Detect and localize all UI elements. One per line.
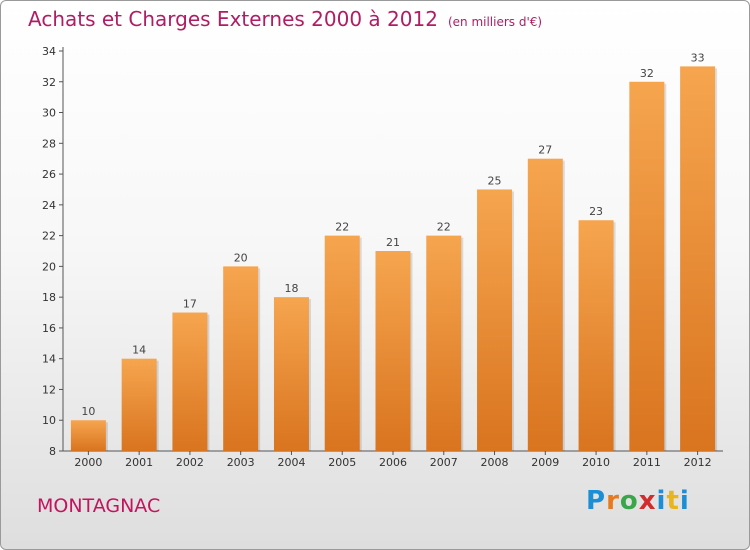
data-label: 22 <box>437 221 451 234</box>
x-tick-label: 2004 <box>277 456 305 469</box>
data-label: 27 <box>538 144 552 157</box>
bar <box>477 189 513 451</box>
x-tick-label: 2011 <box>633 456 661 469</box>
y-tick-label: 34 <box>42 45 56 58</box>
y-tick-label: 12 <box>42 383 56 396</box>
y-tick-label: 16 <box>42 322 56 335</box>
data-label: 21 <box>386 236 400 249</box>
y-tick-label: 10 <box>42 414 56 427</box>
logo-letter: o <box>619 486 639 516</box>
logo-letter: x <box>638 486 657 516</box>
bar <box>426 235 462 451</box>
bar <box>70 420 106 451</box>
y-tick-label: 32 <box>42 76 56 89</box>
x-tick-label: 2007 <box>430 456 458 469</box>
y-tick-label: 22 <box>42 230 56 243</box>
proxiti-logo: Proxiti <box>586 486 690 516</box>
city-name: MONTAGNAC <box>37 495 161 517</box>
bar <box>578 220 614 451</box>
x-tick-label: 2005 <box>328 456 356 469</box>
data-label: 17 <box>183 298 197 311</box>
chart-title-text: Achats et Charges Externes 2000 à 2012 <box>28 7 438 31</box>
bar <box>629 81 665 452</box>
bar <box>324 235 360 451</box>
bars <box>70 66 718 452</box>
bar <box>223 266 259 451</box>
x-tick-label: 2001 <box>125 456 153 469</box>
logo-letter: t <box>666 486 680 516</box>
bar <box>121 358 157 451</box>
x-axis: 2000 2001 2002 2003 2004 2005 2006 2007 2008 2009… <box>63 450 723 469</box>
x-tick-label: 2003 <box>227 456 255 469</box>
logo-letter: P <box>586 486 607 516</box>
bar <box>680 66 716 451</box>
y-tick-label: 14 <box>42 353 56 366</box>
data-label: 18 <box>284 282 298 295</box>
data-labels: 10 14 17 20 18 22 21 22 25 27 23 32 33 <box>81 51 704 418</box>
bar <box>273 297 309 451</box>
x-tick-label: 2002 <box>176 456 204 469</box>
y-tick-label: 28 <box>42 137 56 150</box>
y-tick-label: 30 <box>42 107 56 120</box>
x-tick-label: 2000 <box>74 456 102 469</box>
data-label: 20 <box>234 251 248 264</box>
data-label: 14 <box>132 344 146 357</box>
x-tick-label: 2012 <box>684 456 712 469</box>
y-tick-label: 26 <box>42 168 56 181</box>
data-label: 22 <box>335 221 349 234</box>
y-axis: 8 10 12 14 16 18 20 22 24 26 28 30 32 34 <box>42 45 64 458</box>
y-tick-label: 8 <box>49 445 56 458</box>
data-label: 23 <box>589 205 603 218</box>
x-tick-label: 2010 <box>582 456 610 469</box>
x-tick-label: 2008 <box>481 456 509 469</box>
y-tick-label: 18 <box>42 291 56 304</box>
logo-letter: i <box>656 486 667 516</box>
data-label: 10 <box>81 405 95 418</box>
bar <box>375 251 411 451</box>
y-tick-label: 20 <box>42 260 56 273</box>
chart-subtitle: (en milliers d'€) <box>447 15 543 29</box>
data-label: 25 <box>488 174 502 187</box>
chart-title: Achats et Charges Externes 2000 à 2012 (e… <box>28 7 542 31</box>
x-tick-label: 2009 <box>531 456 559 469</box>
data-label: 33 <box>691 51 705 64</box>
bar <box>527 158 563 451</box>
logo-letter: r <box>606 486 620 516</box>
bar <box>172 312 208 451</box>
data-label: 32 <box>640 67 654 80</box>
logo-letter: i <box>679 486 690 516</box>
y-tick-label: 24 <box>42 199 56 212</box>
x-tick-label: 2006 <box>379 456 407 469</box>
